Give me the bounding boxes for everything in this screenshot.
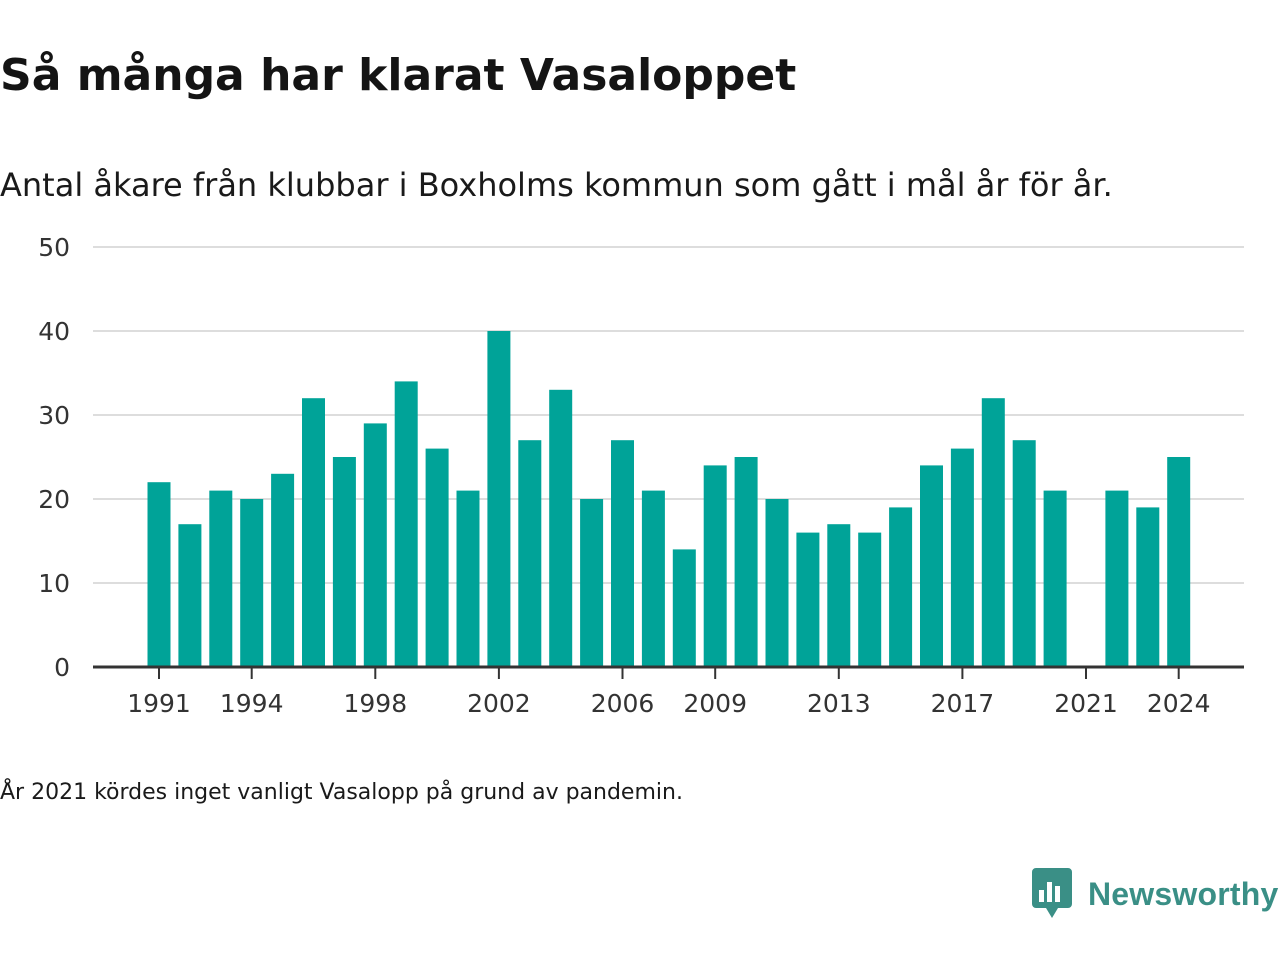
- bar-2006: [611, 440, 634, 667]
- x-tick-label: 2006: [591, 689, 655, 718]
- bar-2008: [672, 549, 696, 667]
- brand-name: Newsworthy: [1088, 875, 1279, 912]
- bar-1991: [147, 482, 171, 667]
- brand-logo: Newsworthy: [1032, 868, 1278, 920]
- bar-chart: 0 10 20 30 40 50 1991 1994 1998 2002 2006 2009 2013…: [38, 233, 1244, 718]
- bar-2007: [641, 490, 665, 667]
- bar-1996: [302, 398, 325, 667]
- chart-title: Så många har klarat Vasaloppet: [0, 50, 797, 101]
- bar-2010: [734, 457, 758, 667]
- bar-2022: [1105, 490, 1129, 667]
- chart-subtitle: Antal åkare från klubbar i Boxholms komm…: [0, 166, 1113, 204]
- bar-2004: [549, 389, 573, 667]
- x-tick-label: 2021: [1054, 689, 1118, 718]
- y-tick-label: 40: [38, 317, 70, 346]
- newsworthy-chart-bubble-icon: [1032, 868, 1072, 918]
- y-tick-label: 30: [38, 401, 70, 430]
- bar-2009: [703, 465, 727, 667]
- x-tick-label: 2013: [807, 689, 871, 718]
- bar-1993: [209, 490, 233, 667]
- y-tick-label: 0: [54, 653, 70, 682]
- x-axis: [93, 665, 1244, 679]
- bar-1994: [240, 499, 264, 667]
- bar-2001: [456, 490, 480, 667]
- bar-1999: [394, 381, 418, 667]
- x-tick-label: 2002: [467, 689, 531, 718]
- bar-2024: [1167, 457, 1191, 667]
- bars: [147, 331, 1191, 667]
- bar-2011: [765, 499, 789, 667]
- gridlines: [93, 246, 1244, 584]
- x-tick-label: 2024: [1147, 689, 1211, 718]
- y-tick-label: 10: [38, 569, 70, 598]
- x-tick-label: 1994: [220, 689, 284, 718]
- bar-2013: [827, 524, 851, 667]
- footnote: År 2021 kördes inget vanligt Vasalopp på…: [0, 780, 683, 805]
- bar-2020: [1043, 490, 1067, 667]
- bar-1992: [178, 524, 202, 667]
- bar-2015: [889, 507, 913, 667]
- y-tick-labels: 0 10 20 30 40 50: [38, 233, 70, 682]
- y-tick-label: 20: [38, 485, 70, 514]
- x-tick-label: 2017: [931, 689, 995, 718]
- bar-2016: [920, 465, 943, 667]
- bar-2019: [1012, 440, 1036, 667]
- bar-1995: [271, 473, 295, 667]
- x-tick-label: 1998: [343, 689, 407, 718]
- bar-2014: [858, 532, 882, 667]
- y-tick-label: 50: [38, 233, 70, 262]
- bar-2023: [1136, 507, 1160, 667]
- x-tick-label: 1991: [127, 689, 191, 718]
- x-tick-labels: 1991 1994 1998 2002 2006 2009 2013 2017 2021 2024: [127, 689, 1210, 718]
- bar-1997: [332, 457, 356, 667]
- bar-2002: [487, 331, 511, 667]
- bar-2018: [981, 398, 1005, 667]
- bar-2000: [425, 448, 449, 667]
- bar-2017: [950, 448, 974, 667]
- x-tick-label: 2009: [683, 689, 747, 718]
- bar-2003: [518, 440, 542, 667]
- bar-2005: [580, 499, 604, 667]
- bar-1998: [363, 423, 387, 667]
- bar-2012: [796, 532, 820, 667]
